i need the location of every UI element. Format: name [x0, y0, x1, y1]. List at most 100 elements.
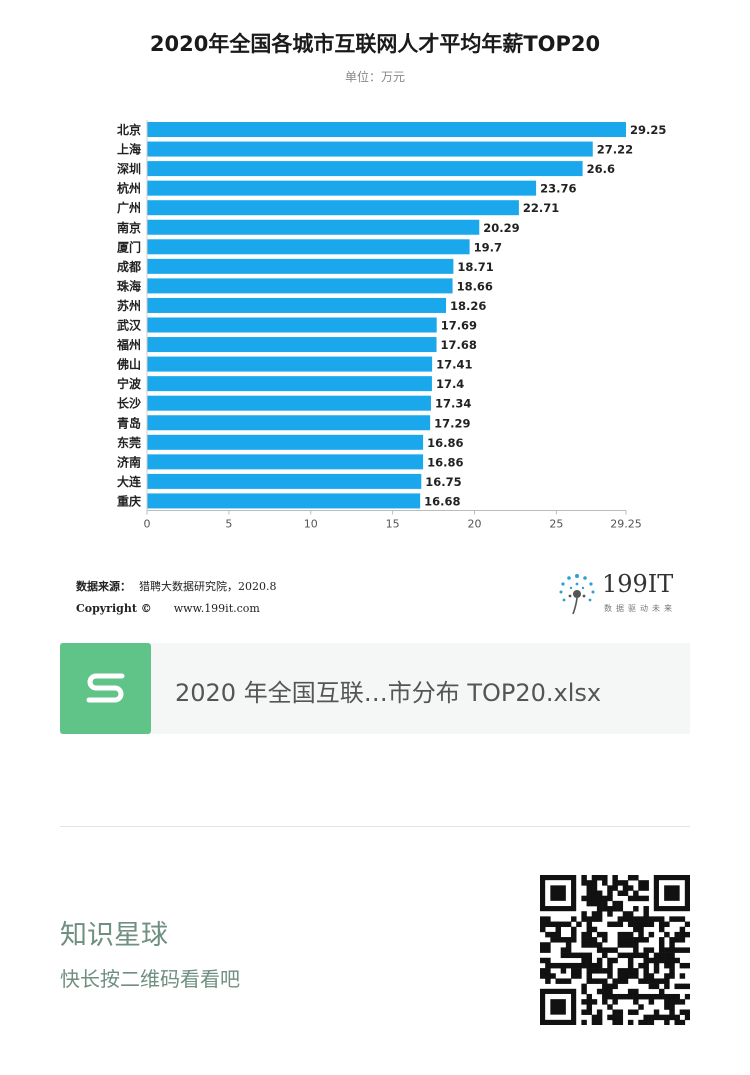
qr-module [571, 973, 577, 979]
qr-module [622, 952, 629, 959]
qr-module [581, 988, 587, 995]
qr-module [674, 937, 680, 943]
qr-module [622, 880, 629, 886]
category-label: 武汉 [117, 318, 142, 333]
qr-module [617, 942, 624, 948]
qr-module [555, 931, 561, 938]
qr-module [669, 916, 675, 922]
bar [147, 356, 433, 372]
qr-module [643, 906, 649, 912]
qr-module [674, 947, 680, 953]
source-block: 数据来源： 猎聘大数据研究院，2020.8 Copyright © www.199i… [76, 578, 277, 623]
qr-module [596, 1009, 603, 1015]
qr-module [669, 999, 675, 1005]
qr-module [545, 947, 551, 953]
qr-module [674, 916, 680, 922]
qr-module [591, 968, 598, 974]
qr-module [602, 952, 608, 959]
bar [147, 337, 437, 353]
qr-module [591, 875, 598, 881]
qr-module [571, 962, 577, 969]
qr-module [679, 926, 686, 933]
qr-module [679, 947, 686, 953]
qr-module [581, 962, 587, 969]
qr-module [622, 931, 629, 938]
qr-module [540, 926, 546, 933]
qr-module [627, 921, 634, 928]
qr-module [596, 900, 603, 907]
x-tick-label: 25 [549, 517, 563, 530]
qr-module [617, 1019, 624, 1025]
qr-module [581, 999, 587, 1005]
qr-module [633, 947, 639, 953]
qr-module [648, 999, 655, 1005]
qr-module [664, 962, 670, 969]
qr-module [684, 931, 690, 938]
value-label: 17.29 [434, 416, 470, 430]
qr-module [638, 931, 644, 938]
qr-module [653, 983, 660, 990]
qr-module [612, 880, 618, 886]
qr-module [669, 973, 675, 979]
qr-module [638, 937, 644, 943]
qr-module [612, 1019, 618, 1025]
qr-module [550, 885, 566, 901]
qr-module [596, 931, 603, 938]
qr-code-icon[interactable] [540, 875, 690, 1025]
qr-module [674, 1014, 680, 1021]
qr-module [669, 968, 675, 974]
qr-module [581, 875, 587, 881]
qr-module [643, 937, 649, 943]
qr-module [565, 962, 572, 969]
qr-module [581, 1019, 587, 1025]
qr-module [602, 937, 608, 943]
qr-module [581, 957, 587, 964]
qr-module [669, 952, 675, 959]
qr-module [658, 952, 665, 959]
qr-module [653, 978, 660, 984]
qr-module [674, 993, 680, 1000]
bar [147, 415, 431, 431]
qr-module [653, 916, 660, 922]
qr-module [545, 931, 551, 938]
qr-module [669, 1004, 675, 1010]
qr-module [653, 957, 660, 964]
bar [147, 141, 593, 157]
qr-module [638, 1004, 644, 1010]
category-label: 深圳 [117, 161, 141, 176]
chart-subtitle: 单位：万元 [344, 70, 405, 84]
qr-module [648, 957, 655, 964]
qr-module [633, 916, 639, 922]
qr-module [586, 895, 593, 902]
category-label: 东莞 [117, 435, 141, 450]
qr-module [596, 978, 603, 984]
qr-module [633, 921, 639, 928]
x-tick-label: 0 [144, 517, 151, 530]
qr-module [612, 1014, 618, 1021]
qr-module [586, 1004, 593, 1010]
qr-module [560, 968, 567, 974]
qr-module [581, 895, 587, 902]
qr-module [669, 1014, 675, 1021]
qr-module [591, 978, 598, 984]
qr-module [638, 885, 644, 891]
qr-module [565, 921, 572, 928]
qr-module [627, 895, 634, 902]
qr-module [622, 973, 629, 979]
qr-module [627, 911, 634, 917]
qr-module [648, 993, 655, 1000]
qr-module [565, 942, 572, 948]
qr-module [571, 968, 577, 974]
qr-module [622, 937, 629, 943]
qr-module [596, 916, 603, 922]
qr-module [550, 999, 566, 1015]
qr-module [560, 962, 567, 969]
qr-module [684, 1009, 690, 1015]
qr-module [617, 978, 624, 984]
qr-module [612, 999, 618, 1005]
file-attachment-card[interactable]: 2020 年全国互联…市分布 TOP20.xlsx [60, 643, 690, 734]
qr-module [648, 1014, 655, 1021]
qr-module [555, 978, 561, 984]
qr-module [664, 1014, 670, 1021]
copyright-url[interactable]: www.199it.com [173, 602, 260, 615]
